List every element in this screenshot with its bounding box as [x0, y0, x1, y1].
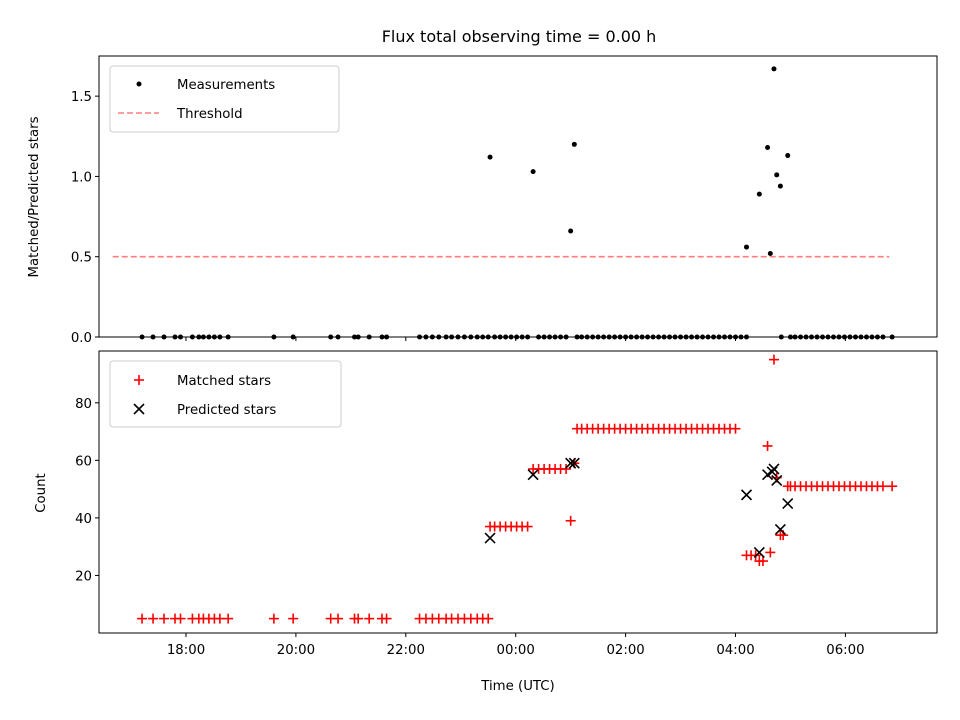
bottom-panel: 20 40 60 80 18:00 20:00 22:00 00:00 02:00 04:00 0… [34, 350, 938, 694]
matched-point [483, 613, 494, 624]
top-axes-frame [98, 55, 938, 338]
top-x-ticks [185, 337, 846, 341]
legend-matched-marker [134, 375, 144, 385]
y-tick-label: 80 [75, 397, 92, 412]
top-y-ticks: 0.0 0.5 1.0 1.5 [71, 90, 99, 346]
matched-point [381, 613, 392, 624]
measurement-point [767, 251, 773, 257]
bottom-axes-frame [98, 350, 938, 634]
matched-point [159, 613, 170, 624]
matched-point [268, 613, 279, 624]
legend-predicted-marker [133, 403, 145, 415]
bottom-legend: Matched stars Predicted stars [109, 360, 342, 428]
legend-threshold-label: Threshold [176, 107, 243, 122]
x-axis-label: Time (UTC) [480, 679, 555, 694]
measurement-point [530, 169, 536, 175]
measurement-point [487, 154, 493, 160]
y-tick-label: 0.5 [71, 251, 92, 266]
matched-point [762, 440, 773, 451]
top-legend-box [109, 65, 340, 133]
matched-point [137, 613, 148, 624]
matched-point [730, 423, 741, 434]
top-y-axis-label: Matched/Predicted stars [27, 116, 42, 277]
x-tick-label: 04:00 [716, 643, 754, 658]
measurement-point [571, 141, 577, 147]
top-legend: Measurements Threshold [109, 65, 340, 133]
matched-point [877, 481, 888, 492]
predicted-point [782, 497, 794, 510]
legend-measurements-label: Measurements [177, 78, 275, 93]
y-tick-label: 20 [75, 569, 92, 584]
bottom-x-ticks: 18:00 20:00 22:00 00:00 02:00 04:00 06:00 [167, 633, 865, 658]
x-tick-label: 02:00 [606, 643, 644, 658]
matched-point [887, 481, 898, 492]
measurement-point [785, 153, 791, 159]
y-tick-label: 0.0 [71, 331, 92, 346]
x-tick-label: 22:00 [387, 643, 425, 658]
measurement-point [774, 172, 780, 178]
matched-point [223, 613, 234, 624]
measurement-points-layer [139, 66, 895, 340]
predicted-point [768, 463, 780, 475]
top-panel: 0.0 0.5 1.0 1.5 Matched/Predicted stars Mea… [27, 55, 938, 346]
predicted-point [740, 489, 753, 501]
y-tick-label: 1.5 [71, 90, 92, 105]
predicted-point [484, 532, 496, 544]
matched-point [561, 463, 572, 474]
x-tick-label: 18:00 [167, 643, 205, 658]
x-tick-label: 20:00 [277, 643, 315, 658]
y-tick-label: 60 [75, 454, 92, 469]
matched-point [522, 521, 533, 532]
matched-point [364, 613, 375, 624]
y-tick-label: 1.0 [71, 170, 92, 185]
matched-point [288, 613, 299, 624]
matched-point [148, 613, 159, 624]
predicted-point [753, 546, 765, 558]
x-tick-label: 00:00 [497, 643, 535, 658]
matched-point [333, 613, 344, 624]
measurement-point [777, 183, 783, 189]
predicted-point [565, 457, 577, 469]
matched-point [353, 613, 364, 624]
chart-title: Flux total observing time = 0.00 h [382, 27, 657, 46]
predicted-point [774, 523, 786, 535]
matched-point [765, 547, 776, 558]
matched-point [757, 556, 768, 567]
measurement-point [765, 145, 771, 151]
bottom-legend-box [109, 360, 342, 428]
measurement-point [771, 66, 777, 72]
legend-matched-label: Matched stars [177, 374, 271, 389]
predicted-point [568, 457, 580, 469]
bottom-y-ticks: 20 40 60 80 [75, 397, 99, 584]
matched-point [175, 613, 186, 624]
predicted-point [527, 469, 539, 481]
measurement-point [568, 228, 574, 234]
predicted-points-layer [484, 457, 794, 558]
matched-point [768, 354, 779, 365]
x-tick-label: 06:00 [826, 643, 864, 658]
measurement-point [744, 244, 750, 250]
legend-predicted-label: Predicted stars [177, 403, 276, 418]
measurement-point [756, 191, 762, 197]
matched-point [565, 515, 576, 526]
y-tick-label: 40 [75, 512, 92, 527]
predicted-point [771, 474, 783, 487]
bottom-y-axis-label: Count [34, 473, 49, 513]
legend-measurement-marker [136, 81, 142, 87]
